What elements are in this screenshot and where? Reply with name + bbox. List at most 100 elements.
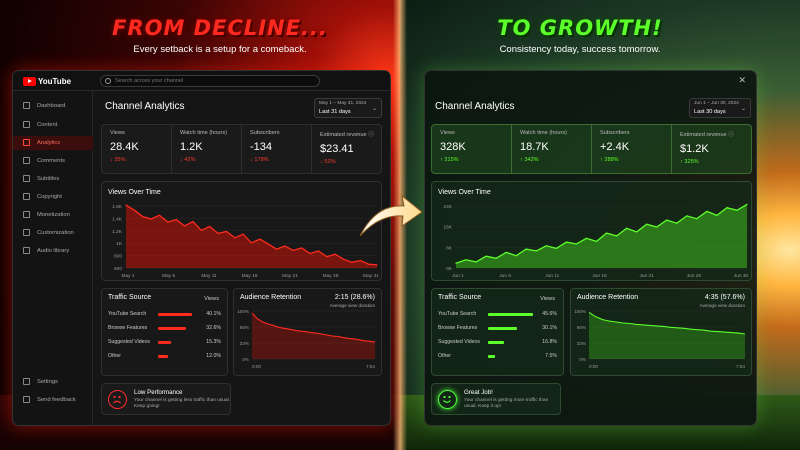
sidebar-item-dashboard[interactable]: Dashboard bbox=[13, 99, 93, 113]
customization-icon bbox=[23, 229, 30, 236]
stat-card-watch-time[interactable]: Watch time (hours) 1.2K ↓ 42% bbox=[172, 125, 242, 173]
data-point bbox=[192, 220, 194, 223]
views-area bbox=[456, 204, 747, 268]
y-tick-label: 800 bbox=[114, 254, 122, 260]
youtube-logo[interactable]: YouTube bbox=[23, 76, 71, 86]
sidebar-item-label: Subtitles bbox=[37, 176, 60, 182]
dashboard-icon bbox=[23, 102, 30, 109]
y-tick-label: 0% bbox=[242, 357, 249, 362]
youtube-wordmark: YouTube bbox=[38, 76, 72, 86]
traffic-row-percent: 30.1% bbox=[542, 325, 557, 331]
data-point bbox=[326, 256, 328, 258]
date-range-text: Jun 1 – Jun 30, 2024 bbox=[694, 101, 739, 106]
data-point bbox=[736, 209, 738, 211]
stat-label: Views bbox=[440, 130, 455, 136]
stat-card-watch-time[interactable]: Watch time (hours) 18.7K ↑ 342% bbox=[512, 125, 592, 173]
traffic-row-percent: 12.0% bbox=[206, 353, 221, 359]
data-point bbox=[595, 240, 598, 242]
data-point bbox=[317, 250, 320, 252]
data-point bbox=[250, 242, 253, 244]
data-point bbox=[495, 257, 497, 259]
sidebar-item-content[interactable]: Content bbox=[13, 118, 93, 132]
close-icon[interactable]: ✕ bbox=[738, 75, 746, 85]
search-input[interactable]: Search across your channel bbox=[100, 75, 320, 87]
sidebar-item-send-feedback[interactable]: Send feedback bbox=[13, 393, 93, 407]
traffic-row-label: Other bbox=[108, 353, 121, 359]
sidebar-item-copyright[interactable]: Copyright bbox=[13, 190, 93, 204]
data-point bbox=[545, 245, 547, 247]
data-point bbox=[368, 263, 370, 265]
stat-card-revenue[interactable]: Estimated revenue ⓘ $1.2K ↑ 325% bbox=[672, 125, 751, 173]
decline-studio-window: YouTube Search across your channel Dashb… bbox=[12, 70, 391, 426]
chart-title: Views Over Time bbox=[108, 189, 161, 196]
sidebar-item-comments[interactable]: Comments bbox=[13, 154, 93, 168]
stat-change: ↓ 52% bbox=[320, 159, 336, 165]
retention-line bbox=[588, 311, 746, 335]
sidebar-item-label: Monetization bbox=[37, 212, 70, 218]
growth-headline: TO GROWTH! Consistency today, success to… bbox=[470, 16, 690, 55]
growth-title: TO GROWTH! bbox=[497, 16, 663, 40]
data-point bbox=[676, 222, 678, 224]
stat-card-views[interactable]: Views 28.4K ↓ 35% bbox=[102, 125, 172, 173]
sidebar-item-subtitles[interactable]: Subtitles bbox=[13, 172, 93, 186]
stat-label: Views bbox=[110, 130, 125, 136]
x-tick-label: May 21 bbox=[282, 273, 298, 279]
stat-card-subscribers[interactable]: Subscribers +2.4K ↑ 288% bbox=[592, 125, 672, 173]
audio-library-icon bbox=[23, 247, 30, 254]
stat-card-revenue[interactable]: Estimated revenue ⓘ $23.41 ↓ 52% bbox=[312, 125, 381, 173]
data-point bbox=[465, 259, 467, 261]
data-point bbox=[615, 235, 618, 237]
sidebar-item-audio-library[interactable]: Audio library bbox=[13, 244, 93, 258]
decline-headline: FROM DECLINE... Every setback is a setup… bbox=[100, 16, 340, 55]
stat-card-subscribers[interactable]: Subscribers -134 ↓ 178% bbox=[242, 125, 312, 173]
sidebar-item-customization[interactable]: Customization bbox=[13, 226, 93, 240]
dollar-icon bbox=[23, 211, 30, 218]
sidebar-item-analytics[interactable]: Analytics bbox=[13, 136, 93, 150]
data-point bbox=[158, 214, 161, 216]
stat-card-views[interactable]: Views 328K ↑ 215% bbox=[432, 125, 512, 173]
data-point bbox=[142, 215, 144, 218]
traffic-row-label: Suggested Videos bbox=[438, 339, 481, 345]
x-tick-label: 7:54 bbox=[736, 364, 745, 369]
y-tick-label: 1.6K bbox=[112, 204, 123, 210]
traffic-title: Traffic Source bbox=[108, 294, 152, 301]
stat-value: +2.4K bbox=[600, 141, 630, 153]
date-range-select[interactable]: May 1 – May 31, 2024 Last 31 days ⌄ bbox=[314, 98, 382, 118]
analytics-main: Channel Analytics May 1 – May 31, 2024 L… bbox=[101, 91, 386, 421]
date-preset-text: Last 31 days bbox=[319, 109, 351, 115]
x-tick-label: Jun 1 bbox=[452, 273, 464, 279]
status-card: Great Job! Your channel is getting more … bbox=[431, 383, 561, 415]
y-tick-label: 600 bbox=[114, 266, 122, 272]
sidebar-item-settings[interactable]: Settings bbox=[13, 375, 93, 389]
sidebar-item-label: Copyright bbox=[37, 194, 62, 200]
data-point bbox=[209, 225, 211, 228]
date-range-select[interactable]: Jun 1 – Jun 30, 2024 Last 30 days ⌄ bbox=[689, 98, 751, 118]
data-point bbox=[555, 247, 557, 250]
date-range-text: May 1 – May 31, 2024 bbox=[319, 101, 367, 106]
sidebar-item-label: Content bbox=[37, 122, 58, 128]
traffic-bar bbox=[158, 313, 193, 316]
status-title: Low Performance bbox=[134, 389, 183, 396]
data-point bbox=[309, 252, 311, 255]
status-title: Great Job! bbox=[464, 389, 493, 396]
traffic-bar bbox=[158, 341, 172, 344]
subtitles-icon bbox=[23, 175, 30, 182]
data-point bbox=[234, 237, 236, 239]
y-tick-label: 33% bbox=[240, 341, 249, 346]
data-point bbox=[625, 227, 628, 229]
data-point bbox=[455, 262, 457, 264]
content-icon bbox=[23, 121, 30, 128]
x-tick-label: May 6 bbox=[162, 273, 175, 279]
status-message: Your channel is getting more traffic tha… bbox=[464, 398, 549, 410]
data-point bbox=[183, 225, 186, 227]
sidebar-item-label: Customization bbox=[37, 230, 74, 236]
status-message: Your channel is getting less traffic tha… bbox=[134, 398, 230, 410]
stat-label: Watch time (hours) bbox=[180, 130, 228, 136]
traffic-column-header: Views bbox=[204, 296, 219, 302]
sidebar-item-monetization[interactable]: Monetization bbox=[13, 208, 93, 222]
sad-face-icon bbox=[108, 390, 127, 409]
y-tick-label: 33% bbox=[577, 341, 586, 346]
data-point bbox=[605, 232, 608, 234]
sidebar-item-label: Dashboard bbox=[37, 103, 66, 109]
